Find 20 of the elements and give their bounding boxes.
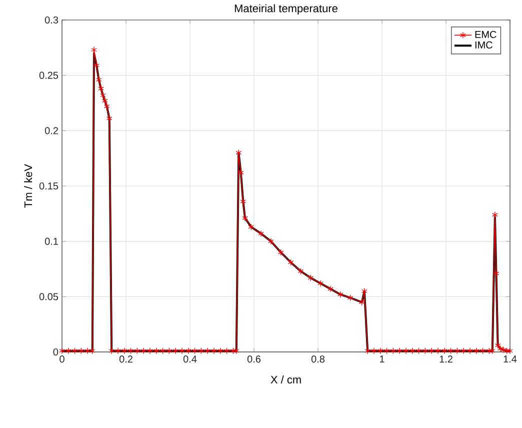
y-axis-title: Tm / keV xyxy=(24,164,32,208)
x-tick-label: 0 xyxy=(60,356,64,363)
legend-label: IMC xyxy=(475,41,492,48)
y-tick-label: 0.1 xyxy=(44,238,58,245)
y-tick-label: 0.05 xyxy=(39,293,58,300)
x-tick-label: 1.4 xyxy=(504,356,517,362)
x-tick-label: 0.8 xyxy=(311,356,325,363)
y-tick-label: 0.3 xyxy=(44,16,58,24)
chart-title: Mateirial temperature xyxy=(234,4,338,14)
x-tick-label: 1.2 xyxy=(440,356,452,362)
y-tick-label: 0.25 xyxy=(39,72,58,79)
x-tick-label: 0.2 xyxy=(119,356,132,363)
x-tick-label: 0.4 xyxy=(183,356,197,363)
legend-label: EMC xyxy=(475,30,496,38)
x-tick-label: 1 xyxy=(380,356,384,362)
y-tick-label: 0 xyxy=(53,348,58,356)
y-tick-label: 0.15 xyxy=(39,182,58,190)
y-tick-label: 0.2 xyxy=(44,127,58,134)
x-axis-title: X / cm xyxy=(270,375,301,384)
x-tick-label: 0.6 xyxy=(247,356,261,363)
